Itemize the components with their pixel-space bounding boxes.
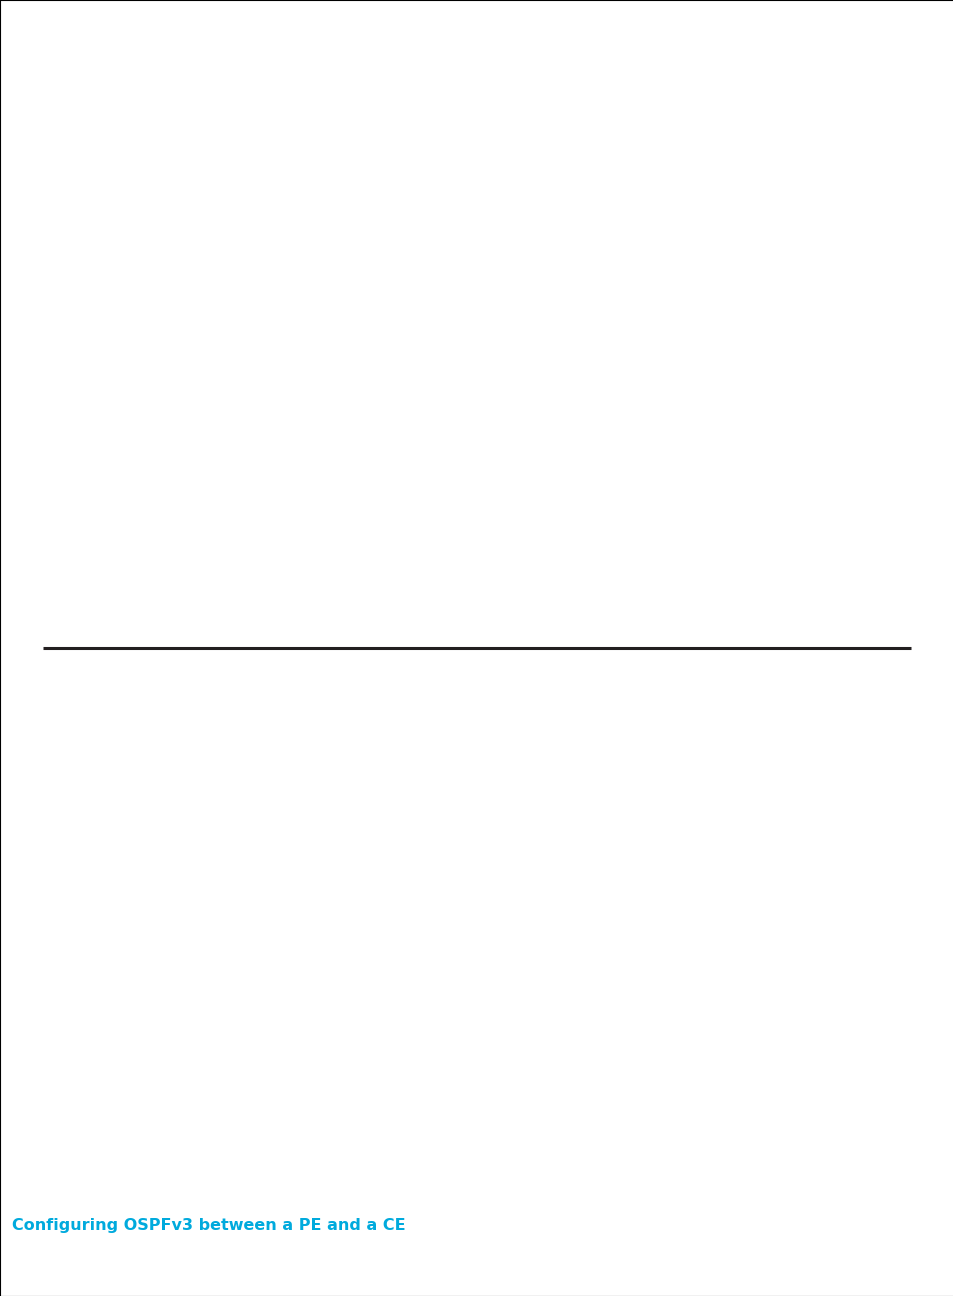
Text: Configuring OSPFv3 between a PE and a CE: Configuring OSPFv3 between a PE and a CE bbox=[11, 1218, 405, 1234]
